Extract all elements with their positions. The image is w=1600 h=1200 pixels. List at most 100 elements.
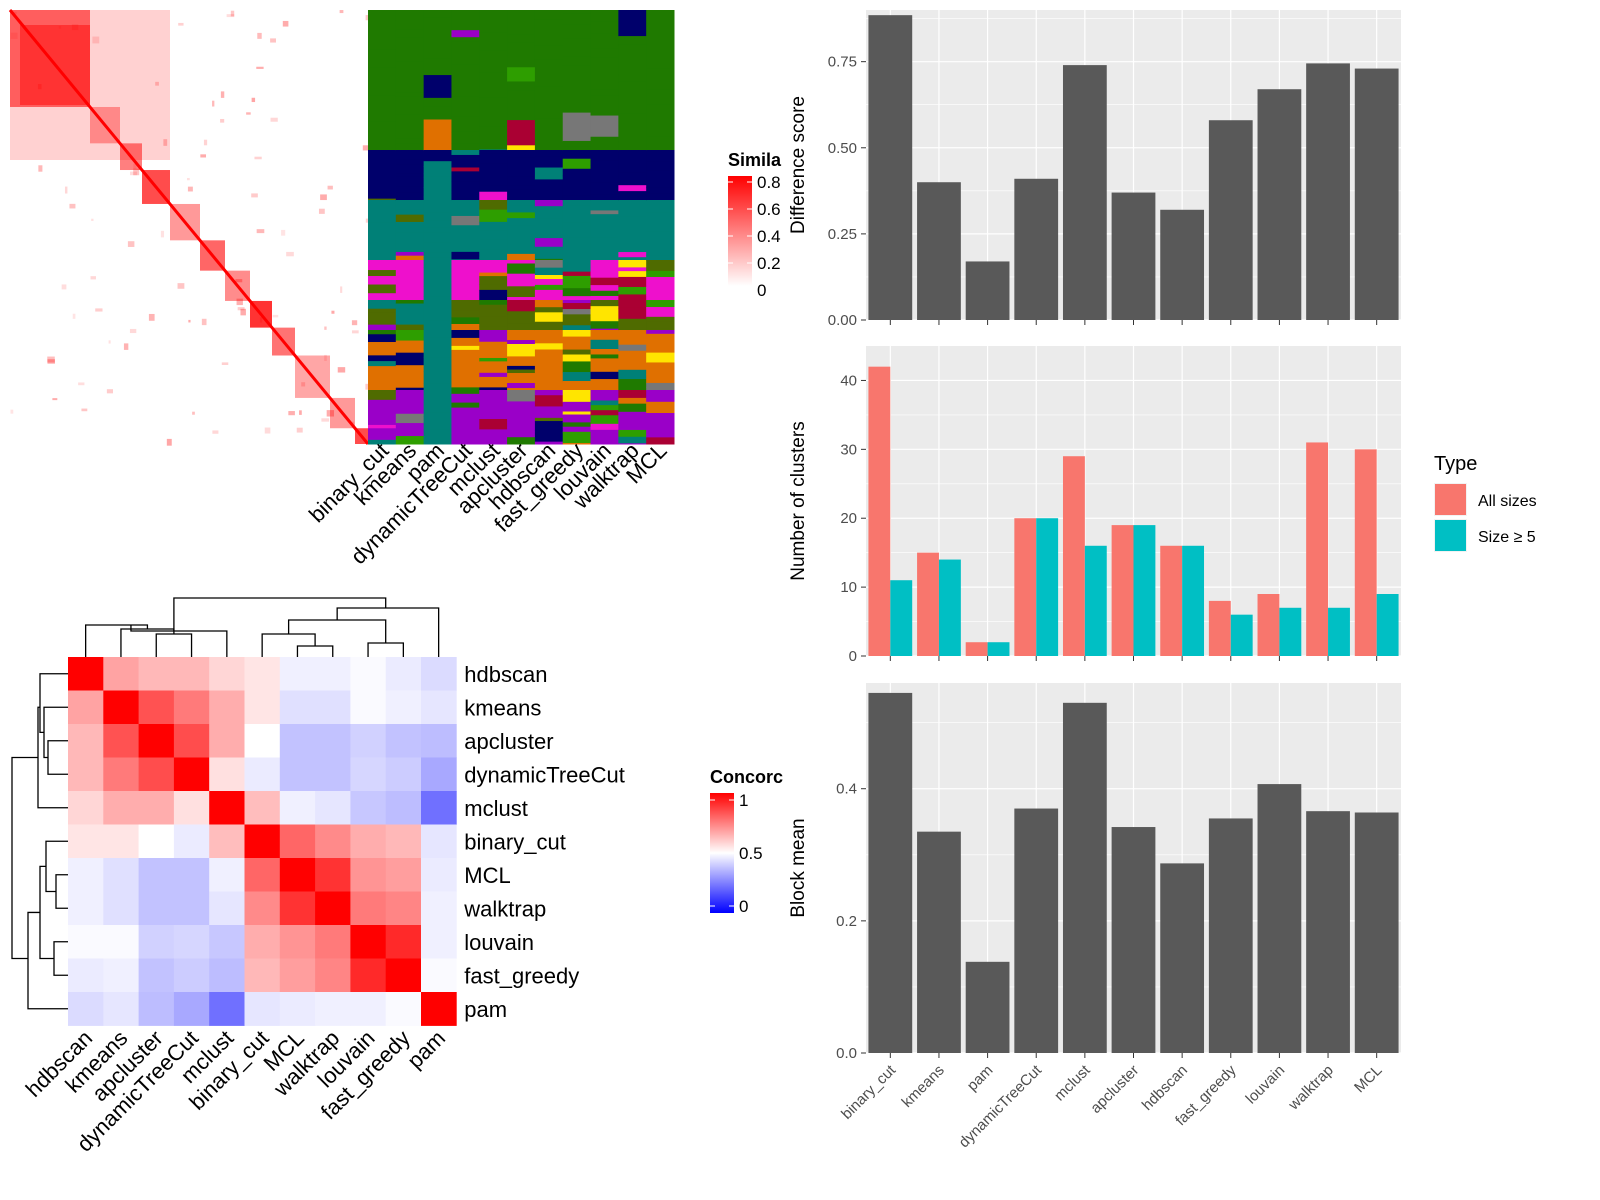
label-cell (590, 48, 619, 58)
similarity-speckle (187, 186, 193, 192)
label-cell (534, 222, 564, 231)
label-cell (395, 365, 425, 370)
label-cell (451, 429, 480, 443)
label-cell (423, 405, 452, 413)
similarity-speckle (270, 117, 278, 122)
label-cell (646, 260, 675, 272)
concordance-row-dendrogram (37, 706, 68, 809)
label-cell (451, 189, 480, 195)
bar (868, 15, 913, 321)
label-cell (423, 330, 452, 338)
concordance-column-dendrogram (155, 633, 193, 657)
type-legend: Type All sizes Size ≥ 5 (1434, 453, 1537, 552)
label-cell (423, 209, 452, 214)
bar-size-ge-5 (938, 559, 961, 656)
label-cell (507, 263, 536, 275)
label-cell (479, 249, 508, 258)
label-cell (618, 200, 647, 213)
label-cell (534, 289, 564, 300)
label-cell (618, 436, 647, 444)
label-cell (423, 252, 452, 258)
concordance-cell (244, 925, 281, 959)
label-cell (590, 349, 619, 355)
label-cell (395, 352, 425, 366)
label-cell (451, 200, 480, 204)
similarity-speckle (10, 409, 14, 414)
label-cell (479, 289, 508, 301)
label-cell (395, 423, 425, 437)
label-cell (479, 260, 508, 274)
label-cell (368, 424, 397, 429)
bar-size-ge-5 (1182, 545, 1205, 656)
bar (1111, 827, 1156, 1053)
label-cell (646, 362, 675, 375)
label-cell (451, 64, 480, 98)
concordance-cell (209, 925, 245, 959)
label-cell (395, 324, 425, 330)
label-cell (395, 387, 425, 391)
similarity-speckle (201, 318, 207, 326)
type-legend-title: Type (1434, 453, 1477, 475)
label-cell (590, 258, 619, 261)
concordance-cell (350, 690, 387, 725)
bar (1257, 784, 1302, 1053)
label-cell (423, 173, 452, 178)
label-cell (618, 172, 647, 180)
label-cell (618, 81, 647, 115)
label-cell (534, 218, 564, 224)
label-cell (534, 214, 564, 219)
similarity-speckle (339, 10, 344, 14)
concordance-cell (103, 992, 139, 1026)
label-cell (395, 232, 425, 238)
concordance-legend-tick: 1 (739, 791, 748, 810)
concordance-cell (350, 657, 387, 691)
label-cell (562, 175, 592, 188)
label-cell (479, 257, 508, 261)
label-cell (534, 200, 564, 207)
type-legend-label: All sizes (1478, 493, 1537, 510)
label-cell (618, 307, 647, 320)
label-cell (534, 321, 564, 331)
label-cell (451, 116, 480, 133)
label-cell (479, 439, 508, 445)
concordance-cell (173, 791, 210, 825)
label-cell (507, 200, 536, 206)
label-cell (562, 330, 592, 338)
label-cell (646, 204, 675, 213)
label-cell (423, 242, 452, 254)
label-cell (507, 401, 536, 415)
label-cell (618, 397, 647, 405)
concordance-cell (279, 657, 316, 691)
label-cell (423, 370, 452, 384)
label-cell (590, 200, 619, 207)
label-cell (534, 312, 564, 323)
label-cell (423, 357, 452, 369)
label-cell (646, 212, 675, 223)
label-cell (451, 203, 480, 212)
similarity-speckle (47, 359, 55, 364)
label-cell (423, 412, 452, 417)
label-cell (646, 401, 675, 414)
label-cell (646, 240, 675, 251)
label-cell (368, 308, 397, 314)
label-cell (534, 118, 564, 137)
label-cell (451, 407, 480, 419)
concordance-cell (173, 958, 210, 993)
concordance-column-dendrogram (287, 619, 387, 643)
label-cell (451, 211, 480, 217)
label-cell (395, 37, 425, 62)
bar-all-sizes (965, 642, 988, 656)
similarity-diagonal (8, 9, 370, 445)
label-cell (534, 135, 564, 150)
concordance-cell (315, 992, 351, 1026)
label-cell (562, 414, 592, 423)
label-cell (646, 170, 675, 178)
label-cell (368, 211, 397, 224)
label-cell (534, 429, 564, 443)
label-cell (479, 276, 508, 285)
label-cell (395, 96, 425, 116)
label-cell (423, 187, 452, 198)
similarity-speckle (237, 307, 245, 311)
similarity-speckle (192, 411, 195, 415)
